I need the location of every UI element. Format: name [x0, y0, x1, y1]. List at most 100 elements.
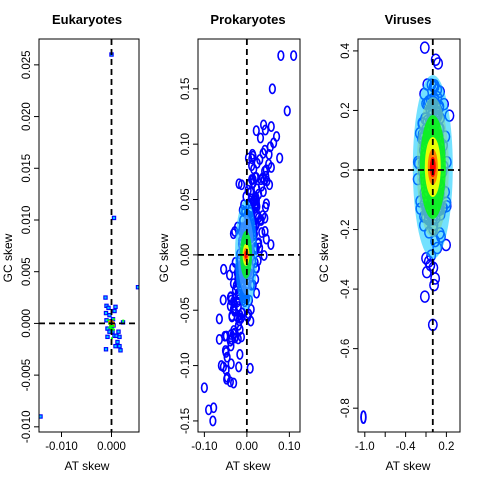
panel-eukaryotes: Eukaryotes AT skew GC skew -0.010 0.000 -0…: [1, 12, 140, 473]
data-point-core: [104, 348, 108, 351]
data-point: [277, 50, 285, 62]
data-point: [261, 124, 269, 136]
data-point: [109, 324, 112, 327]
y-tick-label: 0.05: [180, 188, 192, 210]
y-tick-label: -0.6: [340, 339, 352, 359]
data-point: [122, 319, 125, 322]
data-point: [267, 121, 275, 132]
y-axis-label-eukaryotes: GC skew: [1, 233, 15, 282]
data-point: [246, 362, 254, 374]
x-tick-label: 0.000: [97, 441, 126, 453]
plot-area-eukaryotes: [39, 52, 139, 419]
data-point: [227, 358, 235, 370]
x-axis-label-eukaryotes: AT skew: [65, 459, 110, 473]
data-point: [283, 105, 291, 117]
data-point-core: [39, 415, 42, 418]
data-point: [226, 376, 234, 388]
data-point: [223, 373, 231, 385]
y-tick-label: -0.005: [21, 359, 33, 392]
data-point: [209, 415, 217, 427]
data-point: [233, 296, 241, 308]
data-point: [231, 332, 239, 344]
data-point: [109, 326, 112, 329]
data-point: [276, 152, 284, 164]
data-point: [430, 53, 441, 66]
data-point: [265, 179, 274, 191]
y-tick-label: -0.05: [180, 297, 192, 323]
y-tick-label: 0.020: [21, 102, 33, 131]
x-tick-label: -1.0: [355, 441, 375, 453]
data-point: [215, 313, 223, 325]
data-point-core: [106, 335, 109, 338]
data-point-core: [111, 330, 114, 333]
y-tick-label: 0.00: [180, 244, 192, 266]
x-axis-label-prokaryotes: AT skew: [226, 459, 271, 473]
data-point: [259, 186, 267, 198]
data-point-core: [116, 340, 119, 344]
x-tick-label: -0.10: [191, 441, 217, 453]
data-point-core: [136, 286, 139, 289]
data-point: [262, 233, 270, 245]
data-point-core: [114, 305, 117, 308]
y-tick-label: 0.015: [21, 154, 33, 183]
data-point: [217, 360, 225, 371]
data-point: [265, 149, 273, 160]
data-point: [425, 258, 436, 272]
data-point-core: [107, 306, 110, 309]
panel-title-eukaryotes: Eukaryotes: [52, 12, 122, 27]
data-point: [107, 319, 110, 322]
data-point-core: [113, 309, 116, 313]
data-point: [112, 318, 115, 321]
data-point: [235, 361, 243, 373]
panel-title-prokaryotes: Prokaryotes: [210, 12, 285, 27]
data-point: [219, 294, 227, 306]
y-tick-label: 0.010: [21, 206, 33, 235]
data-point: [248, 153, 256, 165]
data-point: [237, 331, 246, 343]
data-point: [429, 278, 440, 292]
data-point: [268, 83, 276, 95]
y-tick-label: 0.2: [340, 102, 352, 118]
data-point-core: [104, 311, 108, 315]
data-point: [234, 333, 242, 345]
data-point: [236, 349, 244, 360]
data-point: [111, 328, 114, 331]
data-point: [205, 404, 213, 416]
data-point: [249, 174, 257, 185]
plot-frame: [357, 38, 461, 433]
y-tick-label: 0.025: [21, 50, 33, 79]
panel-viruses: Viruses AT skew GC skew -1.0 -0.4 0.2 -0.8 -…: [317, 12, 461, 473]
data-point-core: [117, 330, 120, 333]
data-point: [108, 326, 111, 329]
data-point: [272, 131, 281, 142]
y-tick-label: -0.2: [340, 220, 352, 240]
data-point: [187, 472, 193, 480]
data-point-core: [108, 330, 111, 333]
outlier-point: [360, 410, 367, 425]
x-tick-label: -0.4: [396, 441, 416, 453]
y-tick-label: -0.010: [21, 411, 33, 444]
y-tick-label: 0.15: [180, 78, 192, 100]
data-point: [253, 211, 261, 223]
plot-frame: [38, 38, 140, 433]
data-point: [261, 201, 270, 213]
data-point: [227, 291, 235, 303]
data-point: [419, 41, 430, 54]
data-point-core: [112, 216, 116, 220]
y-tick-label: -0.8: [340, 398, 352, 418]
y-tick-label: -0.15: [180, 408, 192, 434]
data-point-core: [106, 327, 109, 330]
y-tick-label: 0.000: [21, 309, 33, 338]
y-tick-label: 0.10: [180, 133, 192, 155]
x-tick-label: 0.2: [438, 441, 454, 453]
data-point-core: [115, 334, 118, 337]
x-tick-label: -0.010: [45, 441, 78, 453]
data-point: [236, 309, 244, 321]
y-tick-label: 0.0: [340, 162, 352, 178]
data-point: [266, 141, 274, 153]
data-point: [247, 304, 255, 315]
x-tick-label: 0.00: [236, 441, 258, 453]
panel-title-viruses: Viruses: [385, 12, 432, 27]
data-point: [227, 340, 235, 352]
